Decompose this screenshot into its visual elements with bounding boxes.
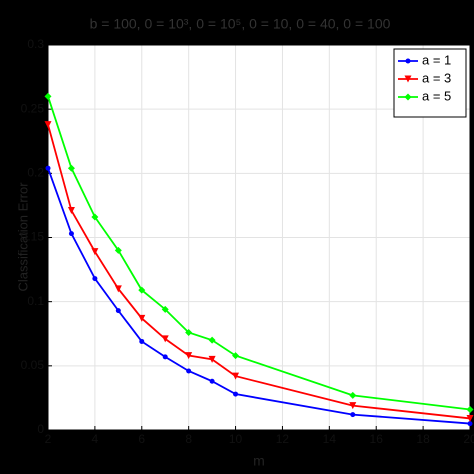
marker <box>466 414 474 422</box>
axes-box <box>47 44 471 431</box>
marker <box>350 412 356 418</box>
legend-label: a = 5 <box>422 88 451 103</box>
chart-title: b = 100, 0 = 10³, 0 = 10⁵, 0 = 10, 0 = 4… <box>90 16 391 32</box>
marker <box>91 248 99 256</box>
marker <box>404 93 412 101</box>
x-tick-label: 8 <box>185 432 192 446</box>
y-tick-label: 0.2 <box>27 166 44 180</box>
marker <box>209 378 215 384</box>
y-tick-label: 0.05 <box>21 358 45 372</box>
marker <box>44 92 52 100</box>
x-tick-label: 20 <box>463 432 474 446</box>
marker <box>92 276 98 282</box>
marker <box>186 368 192 374</box>
x-tick-label: 10 <box>229 432 243 446</box>
legend-label: a = 3 <box>422 70 451 85</box>
marker <box>114 285 122 293</box>
marker <box>349 391 357 399</box>
marker <box>232 372 240 380</box>
x-tick-label: 18 <box>416 432 430 446</box>
marker <box>349 402 357 410</box>
marker <box>208 336 216 344</box>
y-tick-label: 0.25 <box>21 101 45 115</box>
x-tick-label: 2 <box>45 432 52 446</box>
y-tick-label: 0.3 <box>27 37 44 51</box>
marker <box>138 286 146 294</box>
marker <box>68 231 74 237</box>
marker <box>161 305 169 313</box>
legend-label: a = 1 <box>422 52 451 67</box>
marker <box>466 405 474 413</box>
marker <box>233 391 239 397</box>
x-tick-label: 16 <box>370 432 384 446</box>
x-axis-label: m <box>253 453 265 469</box>
marker <box>162 354 168 360</box>
x-tick-label: 14 <box>323 432 337 446</box>
marker <box>44 121 52 129</box>
marker <box>404 75 412 83</box>
y-tick-label: 0 <box>37 422 44 436</box>
marker <box>115 308 121 314</box>
legend: a = 1 a = 3 a = 5 <box>393 48 467 118</box>
marker <box>405 58 411 64</box>
marker <box>138 314 146 322</box>
y-tick-label: 0.1 <box>27 294 44 308</box>
marker <box>91 213 99 221</box>
marker <box>161 335 169 343</box>
y-axis-label: Classification Error <box>15 182 30 292</box>
marker <box>467 421 473 427</box>
marker <box>185 352 193 360</box>
marker <box>232 352 240 360</box>
y-tick-label: 0.15 <box>21 230 45 244</box>
x-tick-label: 12 <box>276 432 290 446</box>
marker <box>114 246 122 254</box>
marker <box>185 328 193 336</box>
marker <box>139 338 145 344</box>
marker <box>67 207 75 215</box>
marker <box>45 165 51 171</box>
marker <box>67 164 75 172</box>
x-tick-label: 4 <box>92 432 99 446</box>
marker <box>208 355 216 363</box>
x-tick-label: 6 <box>138 432 145 446</box>
